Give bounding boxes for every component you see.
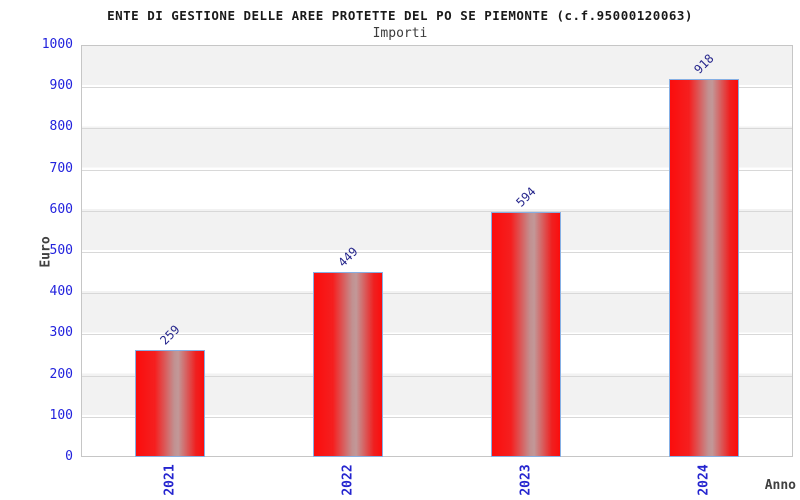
y-tick-label-300: 300 <box>49 325 73 341</box>
gridline-y-600 <box>82 210 792 212</box>
y-tick-label-900: 900 <box>49 78 73 94</box>
y-tick-label-200: 200 <box>49 366 73 382</box>
y-tick-label-400: 400 <box>49 284 73 300</box>
y-tick-label-800: 800 <box>49 119 73 135</box>
x-tick-label-2022: 2022 <box>340 464 356 496</box>
gridline-y-100 <box>82 416 792 418</box>
x-axis-label: Anno <box>764 478 796 493</box>
x-tick-label-2023: 2023 <box>518 464 534 496</box>
gridline-y-300 <box>82 334 792 336</box>
x-tick-label-2024: 2024 <box>696 464 712 496</box>
y-axis-label: Euro <box>38 236 54 268</box>
gridline-y-800 <box>82 128 792 130</box>
x-tick-label-2021: 2021 <box>162 464 178 496</box>
y-tick-label-100: 100 <box>49 407 73 423</box>
gridline-y-200 <box>82 375 792 377</box>
gridline-y-900 <box>82 87 792 89</box>
chart-title: ENTE DI GESTIONE DELLE AREE PROTETTE DEL… <box>107 8 693 23</box>
y-tick-label-0: 0 <box>65 449 73 464</box>
gridline-y-500 <box>82 252 792 253</box>
gridline-y-700 <box>82 169 792 171</box>
y-tick-label-700: 700 <box>49 160 73 176</box>
plot-area <box>81 45 793 457</box>
gridline-y-400 <box>82 293 792 295</box>
chart-subtitle: Importi <box>372 26 428 41</box>
y-tick-label-600: 600 <box>49 201 73 217</box>
